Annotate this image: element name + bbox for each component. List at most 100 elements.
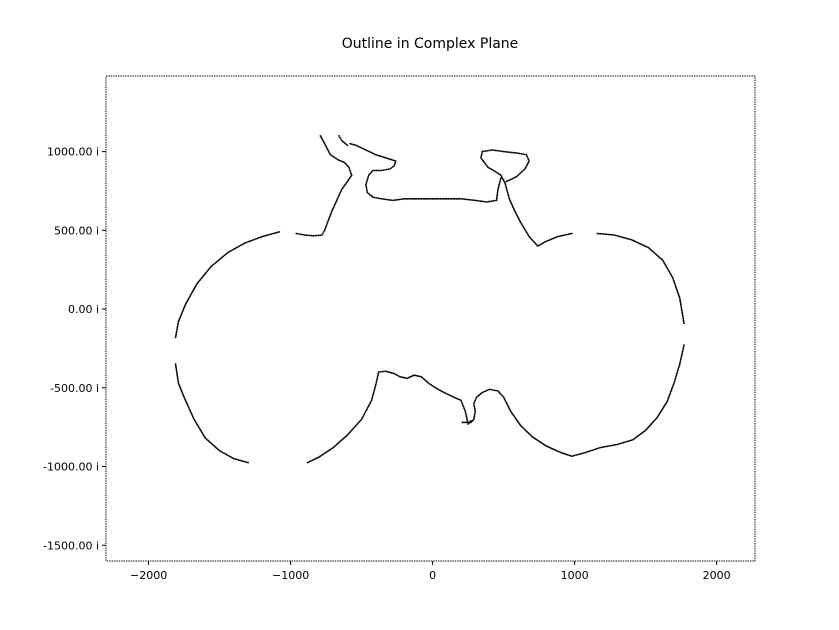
data-point [527, 432, 530, 435]
data-point [677, 366, 680, 369]
data-point [538, 440, 541, 443]
data-point [639, 242, 641, 245]
data-point [496, 196, 498, 199]
data-point [530, 238, 533, 240]
data-point [331, 209, 334, 211]
data-point [408, 197, 410, 200]
data-point [462, 405, 465, 408]
data-point [668, 395, 671, 398]
data-point [348, 168, 351, 170]
data-point [488, 167, 491, 170]
data-point [502, 396, 505, 399]
data-point [568, 454, 570, 457]
data-point [328, 152, 331, 155]
data-point [519, 220, 521, 222]
data-point [379, 155, 381, 157]
data-point [677, 292, 680, 295]
data-point [215, 446, 217, 449]
data-point [673, 380, 676, 383]
data-point [373, 153, 376, 155]
data-point [188, 408, 191, 410]
data-point [175, 366, 177, 369]
data-point [378, 197, 381, 200]
data-point [175, 367, 178, 370]
data-point [440, 390, 443, 392]
data-point [228, 455, 231, 458]
data-point [431, 385, 434, 387]
data-point [337, 196, 340, 199]
data-point [337, 442, 339, 445]
data-point [189, 409, 191, 412]
data-point [385, 168, 388, 171]
data-point [664, 403, 667, 406]
data-point [682, 349, 684, 351]
data-point [450, 394, 452, 397]
data-point [319, 455, 322, 458]
data-point [465, 416, 468, 419]
data-point [320, 234, 323, 236]
data-point [532, 240, 535, 243]
data-point [483, 161, 485, 163]
data-point [640, 243, 643, 246]
data-point [578, 453, 581, 455]
data-point [341, 438, 344, 441]
data-point [488, 388, 491, 391]
data-point [344, 162, 347, 165]
data-point [589, 449, 592, 452]
data-point [566, 453, 569, 456]
data-point [342, 437, 345, 440]
data-point [323, 142, 326, 145]
data-point [484, 150, 487, 152]
data-point [563, 234, 565, 237]
data-point [338, 441, 341, 444]
data-point [193, 419, 196, 422]
data-point [335, 200, 338, 203]
data-point [671, 276, 674, 279]
data-point [202, 275, 204, 278]
data-point [323, 229, 326, 232]
data-point [184, 303, 187, 306]
data-point [536, 245, 539, 247]
data-point [475, 199, 478, 202]
data-point [346, 144, 349, 147]
data-point [376, 375, 379, 378]
data-point [377, 169, 379, 172]
data-point [352, 143, 354, 146]
data-point [518, 152, 521, 155]
data-point [261, 235, 264, 238]
data-point [558, 450, 560, 453]
data-point [574, 454, 576, 457]
data-point [377, 154, 380, 157]
data-point [549, 447, 552, 449]
data-point [391, 372, 394, 375]
data-point [234, 247, 237, 250]
data-point [581, 452, 584, 455]
data-point [524, 429, 527, 431]
data-point [658, 256, 661, 258]
data-point [265, 234, 268, 237]
data-point [514, 211, 517, 214]
data-point [371, 394, 374, 397]
data-point [414, 197, 417, 200]
data-point [393, 164, 396, 167]
data-point [496, 190, 499, 192]
data-point [465, 413, 467, 416]
data-point [681, 352, 684, 355]
data-point [334, 444, 337, 447]
data-point [190, 412, 193, 415]
data-point [174, 363, 177, 366]
data-point [217, 259, 220, 262]
data-point [383, 370, 385, 373]
data-point [551, 238, 553, 240]
data-point [507, 406, 510, 409]
data-point [610, 444, 612, 447]
data-point [242, 460, 245, 463]
data-point [366, 406, 369, 409]
data-point [212, 263, 215, 266]
data-point [462, 421, 465, 424]
data-point [463, 198, 466, 201]
data-point [420, 375, 423, 378]
data-point [491, 168, 494, 171]
data-point [661, 407, 664, 410]
data-point [466, 198, 469, 201]
